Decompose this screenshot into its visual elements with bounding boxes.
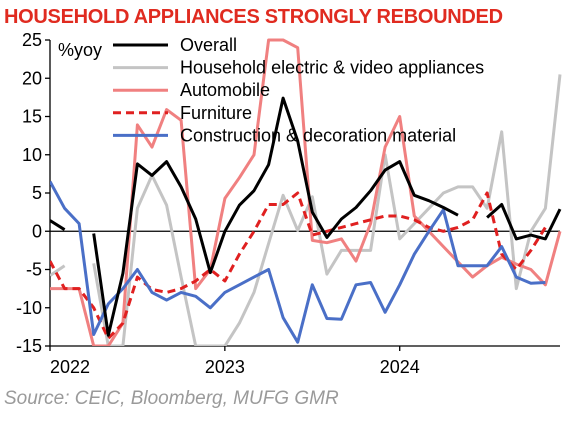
y-tick-label: 10 [22,145,42,165]
legend-label-3: Furniture [180,103,252,123]
y-axis-label: %yoy [58,40,102,60]
y-tick-label: 20 [22,68,42,88]
series-line-1 [50,74,562,346]
y-tick-label: 0 [32,221,42,241]
source-note: Source: CEIC, Bloomberg, MUFG GMR [4,388,339,409]
y-tick-label: 5 [32,183,42,203]
axes: -15 -10 -5 0 5 10 15 20 25 %yoy 2022 2023 2024 [16,30,560,377]
series-layer [50,38,562,346]
y-tick-label: 15 [22,107,42,127]
legend-label-4: Construction & decoration material [180,125,456,145]
series-line-3 [50,191,547,340]
legend-label-0: Overall [180,35,237,55]
series-line-4 [50,180,546,344]
series-line-0 [50,96,562,337]
y-tick-label: -10 [16,298,42,318]
x-tick-label: 2022 [50,357,90,377]
y-tick-label: 25 [22,30,42,50]
legend-label-2: Automobile [180,80,270,100]
y-tick-label: -15 [16,336,42,356]
y-tick-label: -5 [26,260,42,280]
x-tick-label: 2024 [380,357,420,377]
legend: Overall Household electric & video applia… [113,35,484,145]
x-tick-label: 2023 [205,357,245,377]
chart-title: HOUSEHOLD APPLIANCES STRONGLY REBOUNDED [4,6,503,28]
series-line-2 [50,38,562,346]
legend-label-1: Household electric & video appliances [180,58,484,78]
